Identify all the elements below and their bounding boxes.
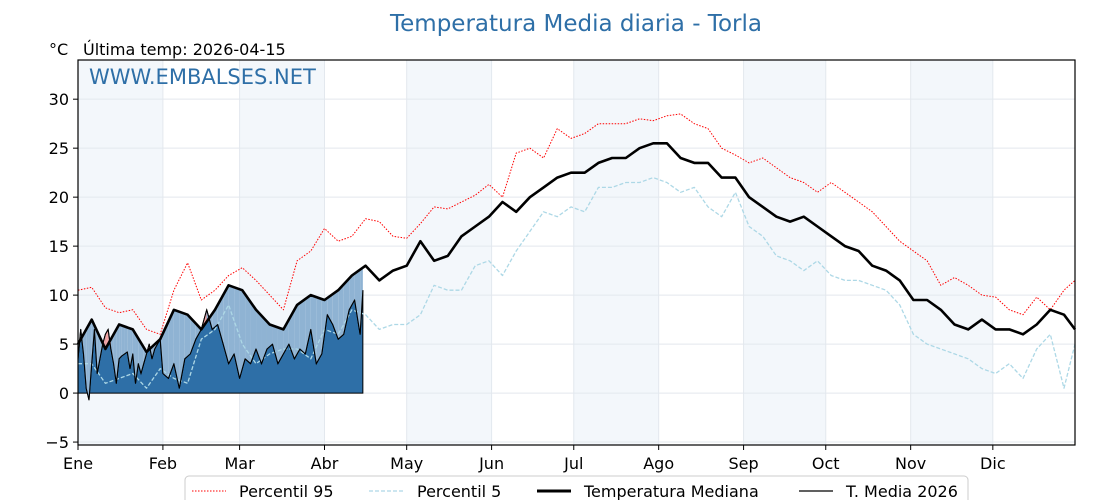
fill-below-median <box>110 334 114 364</box>
legend-label-p95: Percentil 95 <box>239 482 334 500</box>
fill-below-median <box>321 298 328 354</box>
legend-label-p5: Percentil 5 <box>417 482 501 500</box>
series-percentil-5 <box>78 176 1076 389</box>
fill-below-median <box>86 324 89 400</box>
fill-below-median <box>113 329 117 384</box>
x-tick-label: Nov <box>895 454 926 473</box>
legend: Percentil 95 Percentil 5 Temperatura Med… <box>184 475 969 500</box>
grid-lines <box>77 60 1075 445</box>
fill-below-median <box>272 325 278 364</box>
legend-label-median: Temperatura Mediana <box>583 482 759 500</box>
y-tick-label: 0 <box>59 384 69 403</box>
legend-label-2026: T. Media 2026 <box>845 482 958 500</box>
fill-below-median <box>212 304 218 330</box>
fill-below-median <box>116 324 120 384</box>
month-band-jul <box>573 60 659 445</box>
x-tick-label: May <box>390 454 423 473</box>
x-tick-label: Feb <box>149 454 177 473</box>
watermark: WWW.EMBALSES.NET <box>89 65 316 89</box>
legend-box <box>184 475 969 500</box>
x-tick-label: Sep <box>729 454 759 473</box>
plot-frame <box>77 59 1076 446</box>
y-tick-label: 5 <box>59 335 69 354</box>
fill-below-median <box>310 295 317 364</box>
series-lines <box>76 113 1077 401</box>
fill-below-median <box>162 321 169 379</box>
x-tick-label: Jul <box>563 454 583 473</box>
fill-below-median <box>349 273 355 310</box>
x-tick-label: Dic <box>980 454 1006 473</box>
series-temperatura-mediana <box>76 142 1077 354</box>
fill-below-median <box>305 295 311 354</box>
x-tick-label: Mar <box>225 454 256 473</box>
fill-below-median <box>250 301 257 364</box>
fill-below-median <box>316 297 322 364</box>
fill-below-median <box>239 289 246 379</box>
plot-area: WWW.EMBALSES.NET <box>76 59 1077 446</box>
fill-below-median <box>299 299 306 354</box>
fill-below-median <box>127 327 131 369</box>
fill-below-median <box>184 313 191 359</box>
series-percentil-95 <box>77 113 1076 335</box>
y-tick-label: 25 <box>49 139 69 158</box>
fill-below-median <box>234 287 240 379</box>
month-band-nov <box>910 60 993 445</box>
x-tick-label: Ago <box>643 454 674 473</box>
fill-below-median <box>88 319 92 400</box>
fill-below-median <box>343 278 350 335</box>
x-tick-label: Oct <box>812 454 840 473</box>
chart-title: Temperatura Media diaria - Torla <box>389 11 762 37</box>
fill-below-median <box>179 311 185 389</box>
x-tick-label: Abr <box>311 454 339 473</box>
fill-below-median <box>294 302 300 359</box>
month-band-sep <box>743 60 826 445</box>
fill-below-median <box>124 326 128 354</box>
fill-below-median <box>195 323 202 340</box>
x-axis: Ene Feb Mar Abr May Jun Jul Ago Sep Oct Nov Dic <box>63 445 1006 473</box>
y-tick-label: 30 <box>49 90 69 109</box>
fill-below-median <box>228 285 235 364</box>
fill-below-median <box>135 333 139 384</box>
fill-below-median <box>97 331 100 374</box>
fill-below-median <box>266 321 273 349</box>
last-temp-label: Última temp: 2026-04-15 <box>83 40 286 59</box>
y-axis: −5 0 5 10 15 20 25 30 <box>45 90 78 452</box>
fill-below-median <box>130 328 133 369</box>
fill-below-median <box>354 269 361 335</box>
y-tick-label: −5 <box>45 433 69 452</box>
y-tick-label: 15 <box>49 237 69 256</box>
y-tick-label: 20 <box>49 188 69 207</box>
fill-below-median <box>245 294 251 364</box>
fill-below-median <box>121 325 125 356</box>
fill-below-median <box>338 284 344 340</box>
fill-below-median <box>256 309 262 364</box>
y-tick-label: 10 <box>49 286 69 305</box>
x-tick-label: Jun <box>478 454 504 473</box>
series-t-media-2026 <box>77 290 364 401</box>
fill-below-median <box>132 329 136 384</box>
fill-below-median <box>223 285 229 364</box>
fill-below-median <box>168 309 174 379</box>
fill-below-median <box>119 324 122 359</box>
month-bands <box>78 60 993 445</box>
unit-label: °C <box>49 40 68 59</box>
x-tick-label: Ene <box>63 454 93 473</box>
fill-below-median <box>277 327 284 364</box>
fill-below-median <box>190 317 196 354</box>
